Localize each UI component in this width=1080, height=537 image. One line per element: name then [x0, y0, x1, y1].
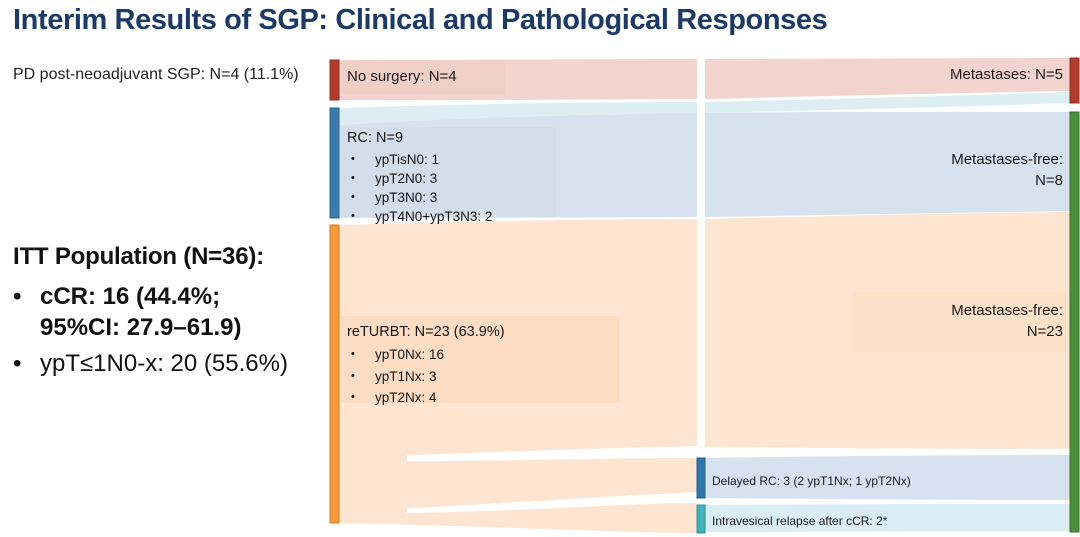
bullet-glyph: •	[13, 283, 22, 310]
node-delayed-rc	[696, 457, 706, 499]
flow-returbt-delayedrc	[339, 458, 697, 512]
label-delayed-rc: Delayed RC: 3 (2 ypT1Nx; 1 ypT2Nx)	[712, 474, 911, 488]
highlight-returbt	[341, 316, 619, 403]
flow-intravesical-metfree	[705, 504, 1070, 532]
node-no-surgery	[329, 59, 340, 101]
itt-bullet-ccr: • cCR: 16 (44.4%; 95%CI: 27.9–61.9)	[13, 281, 328, 343]
itt-bullet-ypt: • ypT≤1N0-x: 20 (55.6%)	[13, 348, 328, 379]
rc-detail-item: • ypTisN0: 1	[351, 152, 440, 167]
page-title: Interim Results of SGP: Clinical and Pat…	[13, 4, 828, 36]
flow-nosurgery-metastases-right	[705, 58, 1070, 99]
label-rc-block: RC: N=9 • ypTisN0: 1 • ypT2N0: 3 • ypT3N0: …	[347, 129, 492, 226]
node-rc	[329, 107, 340, 219]
flow-delayedrc-metfree	[705, 455, 1070, 500]
bullet-glyph: •	[13, 350, 22, 377]
label-no-surgery: No surgery: N=4	[347, 68, 457, 85]
highlight-rc	[341, 127, 556, 217]
node-intravesical	[696, 504, 706, 534]
rc-detail-item: • ypT3N0: 3	[351, 190, 438, 205]
itt-bullet-ypt-text: ypT≤1N0-x: 20 (55.6%)	[40, 350, 288, 377]
highlight-no-surgery	[341, 61, 505, 94]
rc-detail-item: • ypT2N0: 3	[351, 171, 438, 186]
flow-rc-metfree-right	[705, 111, 1070, 217]
highlight-metfree-23	[853, 292, 1066, 352]
label-returbt-block: reTURBT: N=23 (63.9%) • ypT0Nx: 16 • ypT1N…	[347, 323, 505, 409]
pd-note: PD post-neoadjuvant SGP: N=4 (11.1%)	[13, 66, 299, 83]
node-metastases-free	[1069, 111, 1080, 533]
label-intravesical: Intravesical relapse after cCR: 2*	[712, 514, 888, 528]
flow-returbt-intravesical	[339, 503, 697, 533]
returbt-detail-item: • ypT2Nx: 4	[351, 390, 437, 405]
itt-population-block: ITT Population (N=36): • cCR: 16 (44.4%;…	[13, 243, 328, 384]
itt-bullet-ccr-text: cCR: 16 (44.4%; 95%CI: 27.9–61.9)	[40, 283, 242, 341]
label-metastases: Metastases: N=5	[950, 66, 1063, 83]
returbt-detail-item: • ypT0Nx: 16	[351, 347, 445, 362]
node-metastases	[1069, 57, 1080, 104]
node-returbt	[329, 224, 340, 524]
returbt-detail-item: • ypT1Nx: 3	[351, 368, 437, 384]
itt-heading: ITT Population (N=36):	[13, 243, 264, 270]
label-returbt-title: reTURBT: N=23 (63.9%)	[347, 324, 505, 340]
rc-detail-item: • ypT4N0+ypT3N3: 2	[351, 209, 493, 224]
flow-rc-metastases-left	[339, 102, 697, 125]
label-metastases-free-8: Metastases-free: N=8	[951, 151, 1063, 189]
flow-rc-metastases-right	[705, 92, 1070, 113]
label-metastases-free-23: Metastases-free: N=23	[951, 302, 1063, 340]
label-rc-title: RC: N=9	[347, 130, 404, 146]
